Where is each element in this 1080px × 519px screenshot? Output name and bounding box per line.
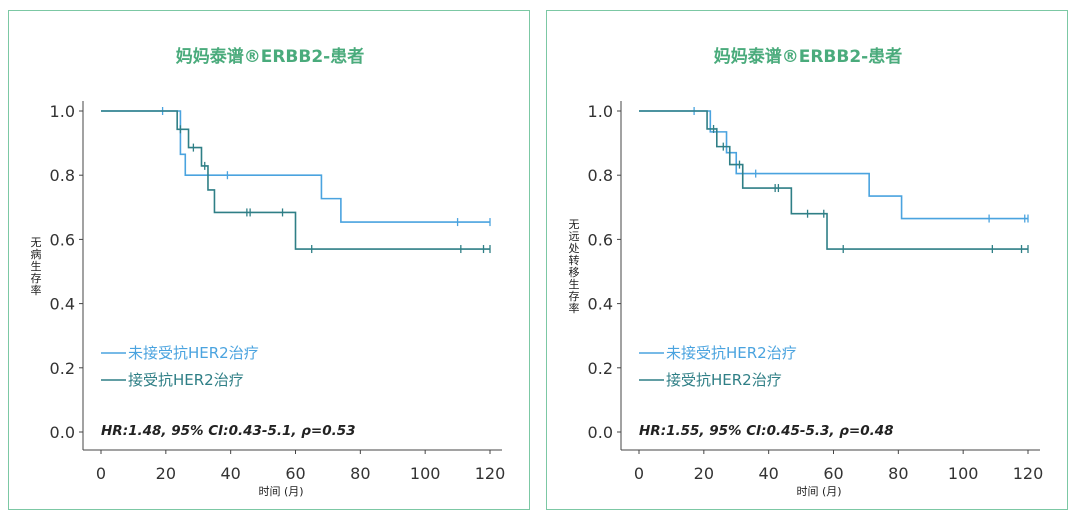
legend-label: 接受抗HER2治疗 bbox=[666, 371, 782, 389]
survival-curve-untreated bbox=[639, 110, 1028, 220]
survival-curve-untreated bbox=[101, 110, 490, 223]
y-label-char: 处 bbox=[569, 242, 580, 255]
y-tick-label: 0.2 bbox=[50, 359, 75, 378]
legend-label: 未接受抗HER2治疗 bbox=[128, 344, 259, 362]
plot-area: 0 20 40 60 80 100 120 0.0 0.2 0.4 0.6 0.8 1.0 未接受抗HER… bbox=[588, 101, 1044, 483]
chart-panel-dfs: 妈妈泰谱®ERBB2-患者 0 20 40 60 80 100 120 0.0 0.2 0.4 0.… bbox=[8, 10, 530, 510]
x-tick-label: 120 bbox=[1013, 464, 1044, 483]
y-label-char: 存 bbox=[31, 271, 42, 285]
y-tick-label: 0.0 bbox=[50, 423, 75, 442]
x-tick-label: 120 bbox=[475, 464, 506, 483]
x-tick-label: 0 bbox=[96, 464, 106, 483]
y-tick-label: 0.8 bbox=[50, 166, 75, 185]
hazard-ratio-annotation: HR:1.48, 95% CI:0.43-5.1, ρ=0.53 bbox=[101, 423, 356, 439]
y-tick-label: 0.4 bbox=[588, 295, 613, 314]
y-tick-label: 0.4 bbox=[50, 295, 75, 314]
y-label-char: 移 bbox=[569, 266, 580, 279]
y-tick-label: 0.6 bbox=[50, 230, 75, 249]
chart-title: 妈妈泰谱®ERBB2-患者 bbox=[714, 46, 903, 67]
y-axis-label: 无病生存率 bbox=[31, 236, 42, 297]
km-chart-dmfs: 妈妈泰谱®ERBB2-患者 0 20 40 60 80 100 120 0.0 0.2 0.4 0.… bbox=[569, 46, 1044, 498]
km-chart-dfs: 妈妈泰谱®ERBB2-患者 0 20 40 60 80 100 120 0.0 0.2 0.4 0.… bbox=[31, 46, 506, 498]
y-tick-label: 1.0 bbox=[588, 102, 613, 121]
hazard-ratio-annotation: HR:1.55, 95% CI:0.45-5.3, ρ=0.48 bbox=[639, 423, 894, 439]
x-axis-label: 时间 (月) bbox=[796, 485, 841, 498]
y-label-char: 存 bbox=[569, 289, 580, 303]
x-tick-label: 40 bbox=[220, 464, 240, 483]
y-label-char: 无 bbox=[569, 218, 580, 231]
y-label-char: 生 bbox=[569, 277, 580, 291]
survival-curve-treated bbox=[101, 110, 490, 250]
x-tick-label: 20 bbox=[694, 464, 714, 483]
y-tick-label: 0.8 bbox=[588, 166, 613, 185]
x-tick-label: 80 bbox=[888, 464, 908, 483]
x-tick-label: 80 bbox=[350, 464, 370, 483]
chart-title: 妈妈泰谱®ERBB2-患者 bbox=[176, 46, 365, 67]
x-tick-label: 100 bbox=[948, 464, 979, 483]
y-label-char: 率 bbox=[31, 283, 42, 297]
x-tick-label: 60 bbox=[285, 464, 305, 483]
y-tick-label: 1.0 bbox=[50, 102, 75, 121]
x-axis-label: 时间 (月) bbox=[258, 485, 303, 498]
chart-panel-dmfs: 妈妈泰谱®ERBB2-患者 0 20 40 60 80 100 120 0.0 0.2 0.4 0.… bbox=[546, 10, 1068, 510]
y-label-char: 远 bbox=[569, 230, 580, 243]
x-tick-label: 40 bbox=[758, 464, 778, 483]
y-tick-label: 0.0 bbox=[588, 423, 613, 442]
y-label-char: 病 bbox=[31, 247, 42, 261]
y-label-char: 生 bbox=[31, 259, 42, 273]
x-tick-label: 100 bbox=[410, 464, 441, 483]
y-tick-label: 0.2 bbox=[588, 359, 613, 378]
x-tick-label: 60 bbox=[823, 464, 843, 483]
x-tick-label: 0 bbox=[634, 464, 644, 483]
legend-label: 未接受抗HER2治疗 bbox=[666, 344, 797, 362]
survival-curve-treated bbox=[639, 110, 1028, 250]
x-tick-label: 20 bbox=[156, 464, 176, 483]
y-axis-label: 无远处转移生存率 bbox=[569, 218, 580, 315]
y-tick-label: 0.6 bbox=[588, 230, 613, 249]
legend-label: 接受抗HER2治疗 bbox=[128, 371, 244, 389]
y-label-char: 转 bbox=[569, 253, 580, 267]
plot-area: 0 20 40 60 80 100 120 0.0 0.2 0.4 0.6 0.8 1.0 未接受抗HER… bbox=[50, 101, 506, 483]
y-label-char: 率 bbox=[569, 301, 580, 315]
y-label-char: 无 bbox=[31, 236, 42, 249]
